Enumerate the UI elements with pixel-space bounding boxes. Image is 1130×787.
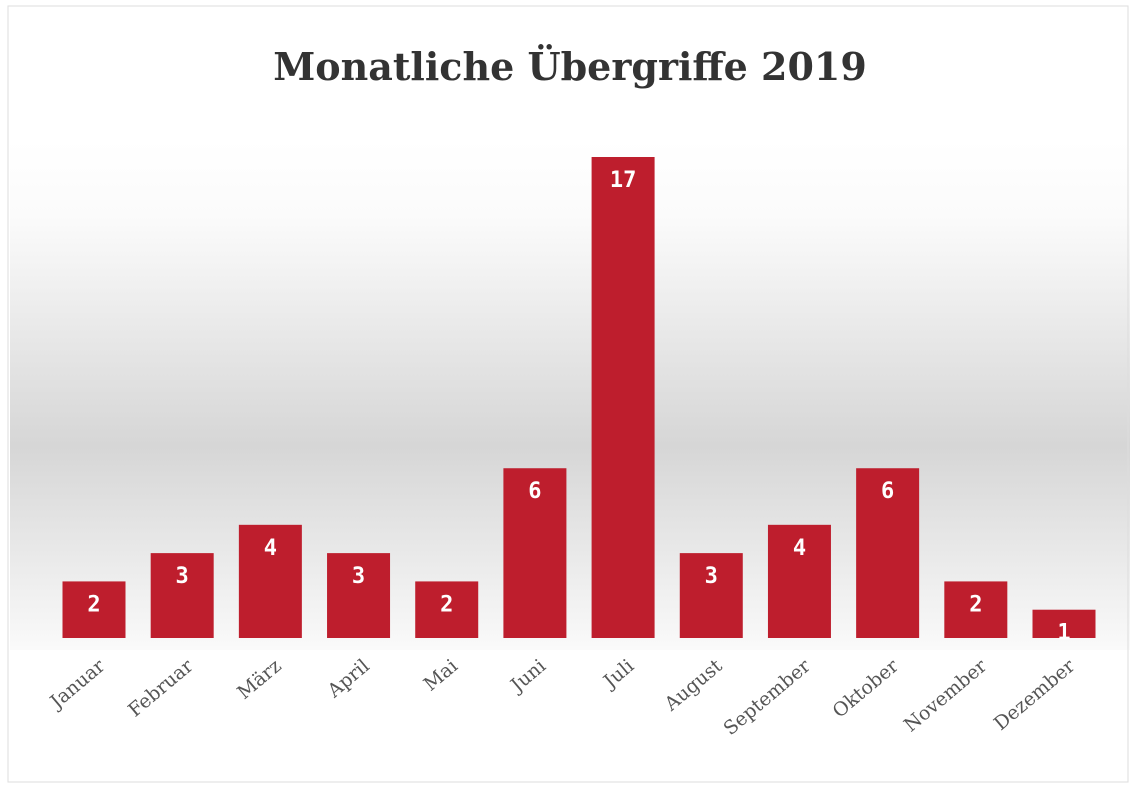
bar bbox=[503, 468, 567, 638]
bar bbox=[238, 524, 302, 638]
data-label: 3 bbox=[176, 564, 189, 589]
data-label: 6 bbox=[881, 479, 894, 504]
bar bbox=[944, 581, 1008, 638]
data-label: 3 bbox=[352, 564, 365, 589]
bar bbox=[327, 553, 391, 638]
bar bbox=[679, 553, 743, 638]
data-label: 1 bbox=[1057, 621, 1070, 646]
bar bbox=[415, 581, 479, 638]
chart-title: Monatliche Übergriffe 2019 bbox=[273, 44, 867, 89]
bar bbox=[62, 581, 126, 638]
bar bbox=[767, 524, 831, 638]
data-label: 4 bbox=[793, 536, 806, 561]
data-label: 2 bbox=[969, 592, 982, 617]
data-label: 17 bbox=[610, 168, 637, 193]
data-label: 3 bbox=[705, 564, 718, 589]
bar bbox=[1032, 609, 1096, 638]
bar bbox=[150, 553, 214, 638]
data-label: 2 bbox=[87, 592, 100, 617]
data-label: 4 bbox=[264, 536, 277, 561]
bar bbox=[856, 468, 920, 638]
data-label: 6 bbox=[528, 479, 541, 504]
frame bbox=[7, 5, 1129, 783]
bar bbox=[591, 157, 655, 638]
data-label: 2 bbox=[440, 592, 453, 617]
